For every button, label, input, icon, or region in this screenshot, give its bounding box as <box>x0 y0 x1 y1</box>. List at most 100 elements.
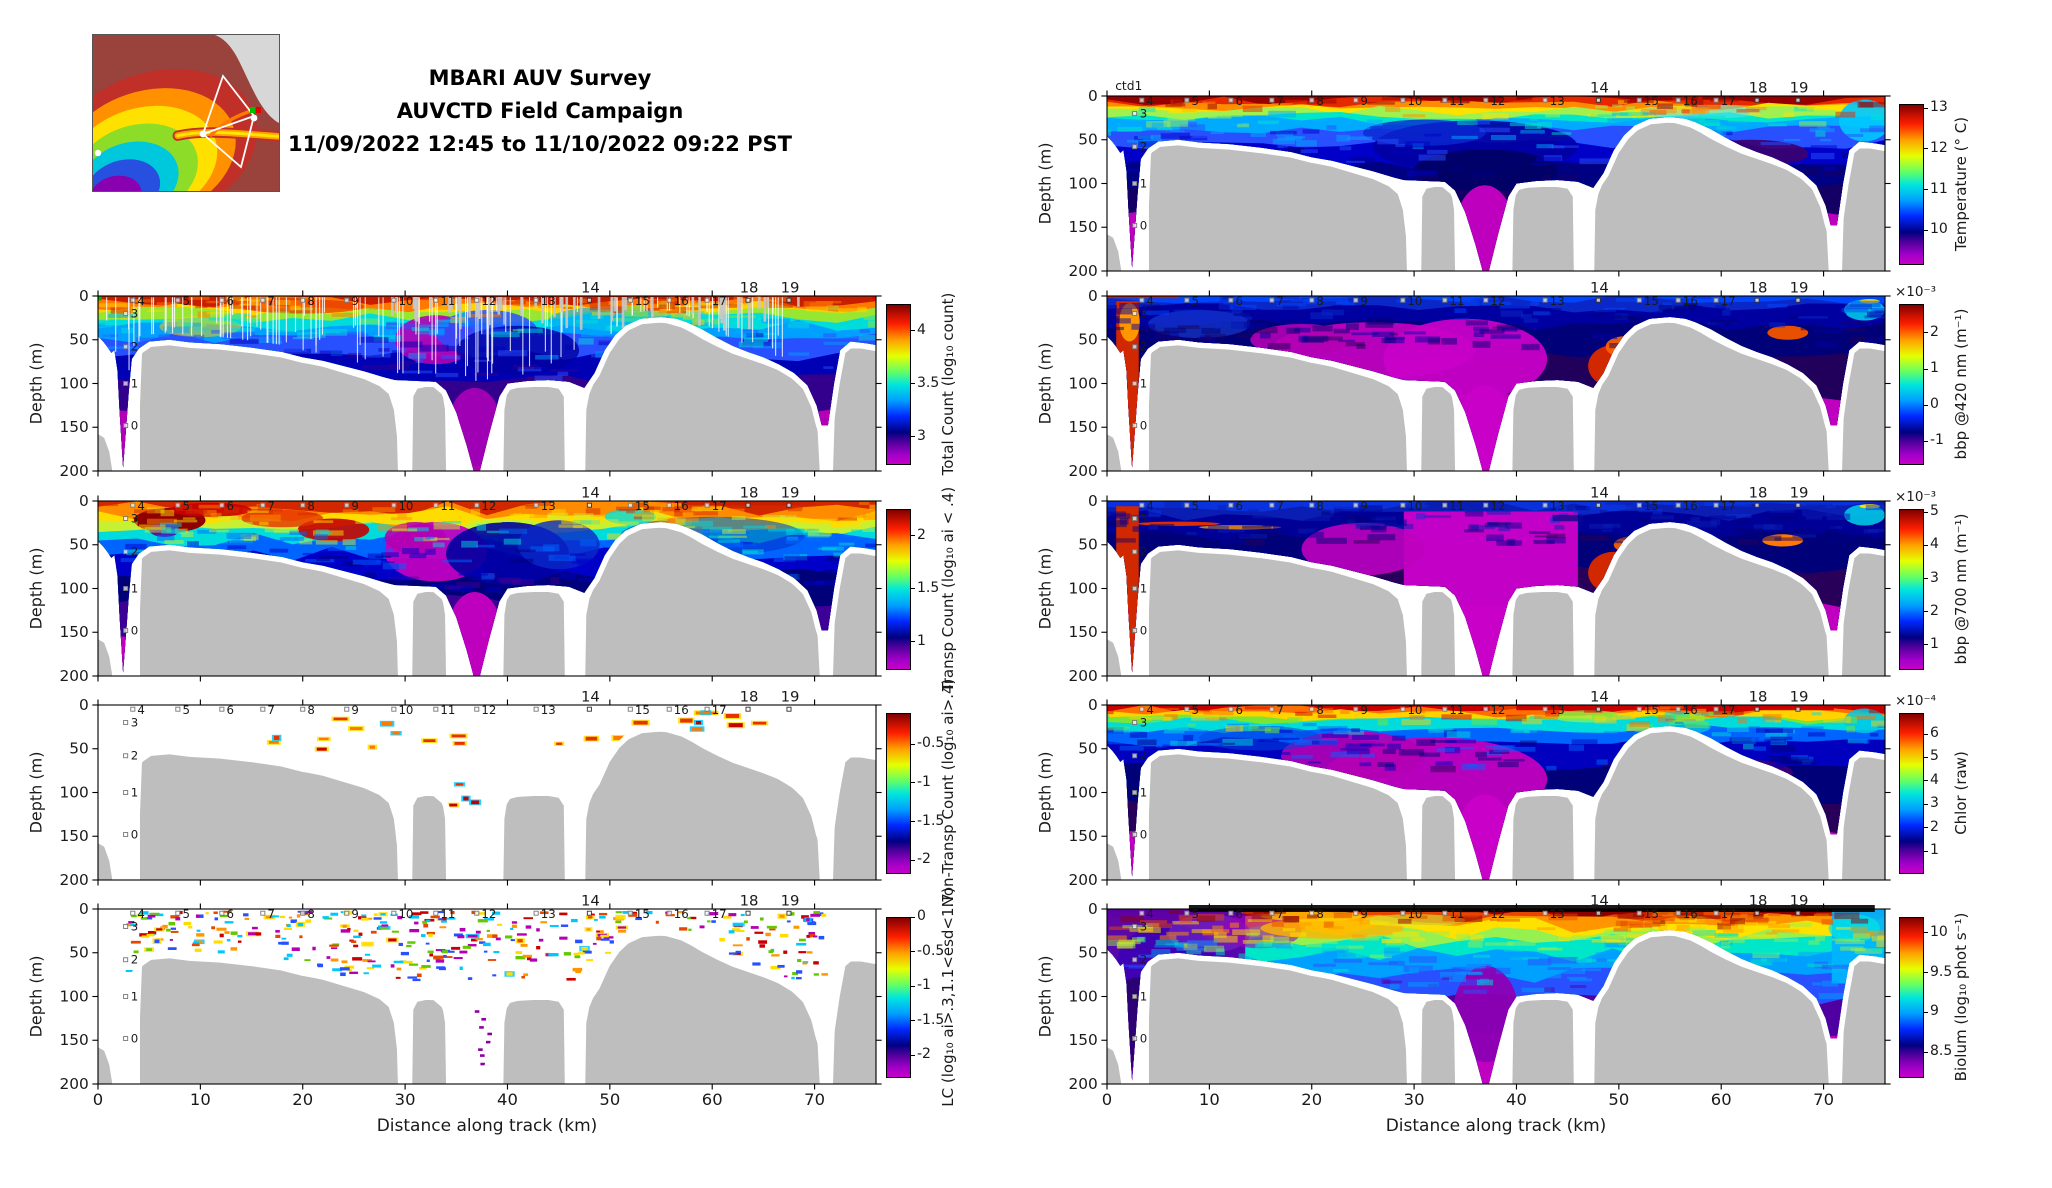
svg-text:14: 14 <box>1590 80 1609 97</box>
svg-text:5: 5 <box>182 703 189 717</box>
svg-text:15: 15 <box>1644 294 1659 308</box>
svg-text:9: 9 <box>1360 499 1367 513</box>
svg-text:13: 13 <box>541 499 556 513</box>
svg-text:13: 13 <box>541 907 556 921</box>
svg-text:0: 0 <box>1140 1032 1147 1046</box>
svg-text:50: 50 <box>1078 944 1098 962</box>
svg-text:2: 2 <box>1140 749 1147 763</box>
colorbar-tick-label: 13 <box>1930 99 1948 116</box>
y-axis-label: Depth (m) <box>27 956 46 1038</box>
svg-text:12: 12 <box>1490 703 1505 717</box>
svg-text:14: 14 <box>581 893 600 910</box>
svg-text:19: 19 <box>781 893 800 910</box>
svg-text:19: 19 <box>781 689 800 706</box>
svg-text:4: 4 <box>137 703 144 717</box>
svg-text:12: 12 <box>481 499 496 513</box>
svg-text:16: 16 <box>674 907 689 921</box>
svg-text:4: 4 <box>137 294 144 308</box>
svg-text:0: 0 <box>1088 87 1098 105</box>
svg-text:13: 13 <box>1550 907 1565 921</box>
colorbar-tick <box>1923 107 1928 109</box>
svg-text:200: 200 <box>1069 262 1098 280</box>
svg-text:8: 8 <box>1316 703 1323 717</box>
colorbar-gradient-temperature <box>1899 104 1924 265</box>
profile-streaks <box>106 297 800 381</box>
svg-text:3: 3 <box>131 920 138 934</box>
svg-text:0: 0 <box>131 419 138 433</box>
svg-text:11: 11 <box>1449 499 1464 513</box>
svg-text:50: 50 <box>1078 740 1098 758</box>
colorbar-tick <box>1923 972 1928 974</box>
svg-text:0: 0 <box>1140 419 1147 433</box>
colorbar-tick <box>910 859 915 861</box>
panel-transp-count: 4 5 6 7 8 9 10 11 12 13 14 15 16 17 18 19 3 2 1 0 0 50 100 150 2… <box>27 485 882 685</box>
colorbar-non-transp-count: -2 -1.5 -1 -0.5 <box>886 705 1006 880</box>
svg-text:3: 3 <box>1140 107 1147 121</box>
colorbar-gradient-total-count <box>886 304 911 465</box>
svg-text:50: 50 <box>1078 536 1098 554</box>
svg-text:40: 40 <box>497 1090 518 1109</box>
colorbar-tick-label: -0.5 <box>917 735 945 751</box>
colorbar-tick <box>910 330 915 331</box>
colorbar-gradient-lc <box>886 917 911 1078</box>
svg-text:5: 5 <box>1191 703 1198 717</box>
colorbar-tick-label: 8.5 <box>1930 1043 1953 1060</box>
colorbar-tick-label: -1 <box>917 773 931 790</box>
colorbar-title-bbp420: bbp @420 nm (m⁻¹) <box>1952 308 1970 459</box>
svg-text:150: 150 <box>60 1031 89 1049</box>
colorbar-title-chlor: Chlor (raw) <box>1952 750 1970 835</box>
svg-text:3: 3 <box>1140 920 1147 934</box>
svg-text:10: 10 <box>1407 294 1422 308</box>
colorbar-tick-label: 1.5 <box>917 579 940 596</box>
svg-text:14: 14 <box>581 689 600 706</box>
svg-text:11: 11 <box>1449 907 1464 921</box>
svg-text:5: 5 <box>1191 499 1198 513</box>
svg-text:2: 2 <box>131 749 138 763</box>
svg-text:15: 15 <box>1644 907 1659 921</box>
colorbar-tick <box>1923 827 1928 829</box>
svg-text:7: 7 <box>1276 94 1283 108</box>
svg-text:200: 200 <box>1069 462 1098 480</box>
colorbar-tick-label: -1.5 <box>917 812 945 829</box>
title-line-1: MBARI AUV Survey <box>428 66 652 90</box>
svg-text:18: 18 <box>740 485 759 502</box>
colorbar-multiplier: ×10⁻³ <box>1895 284 1937 300</box>
colorbar-transp-count: 1 1.5 2 <box>886 501 1006 676</box>
colorbar-gradient-bbp420 <box>1899 304 1924 465</box>
svg-text:70: 70 <box>1813 1090 1834 1109</box>
svg-text:9: 9 <box>1360 907 1367 921</box>
svg-text:100: 100 <box>1069 988 1098 1006</box>
colorbar-gradient-transp-count <box>886 509 911 670</box>
svg-text:50: 50 <box>1078 331 1098 349</box>
svg-text:60: 60 <box>702 1090 723 1109</box>
colorbar-tick <box>910 1054 915 1056</box>
svg-text:18: 18 <box>740 893 759 910</box>
svg-text:10: 10 <box>1407 94 1422 108</box>
svg-text:30: 30 <box>395 1090 416 1109</box>
svg-text:200: 200 <box>1069 667 1098 685</box>
map-canyon-channel <box>172 109 279 142</box>
svg-text:7: 7 <box>1276 294 1283 308</box>
svg-text:17: 17 <box>712 703 727 717</box>
svg-text:20: 20 <box>1301 1090 1322 1109</box>
colorbar-tick <box>910 985 915 987</box>
colorbar-multiplier: ×10⁻⁴ <box>1895 693 1937 709</box>
colorbar-tick-label: 1 <box>1930 635 1939 652</box>
svg-text:6: 6 <box>1235 703 1242 717</box>
svg-text:1: 1 <box>131 786 138 800</box>
svg-text:0: 0 <box>1088 696 1098 714</box>
panel-temperature: 4 5 6 7 8 9 10 11 12 13 14 15 16 17 18 19 3 2 1 0 ctd1 0 50 100… <box>1036 79 1891 280</box>
svg-text:50: 50 <box>69 740 89 758</box>
svg-text:10: 10 <box>1407 907 1422 921</box>
svg-text:7: 7 <box>1276 499 1283 513</box>
colorbar-tick <box>1923 368 1928 370</box>
svg-text:18: 18 <box>1749 689 1768 706</box>
colorbar-tick-label: 10 <box>1930 221 1948 238</box>
